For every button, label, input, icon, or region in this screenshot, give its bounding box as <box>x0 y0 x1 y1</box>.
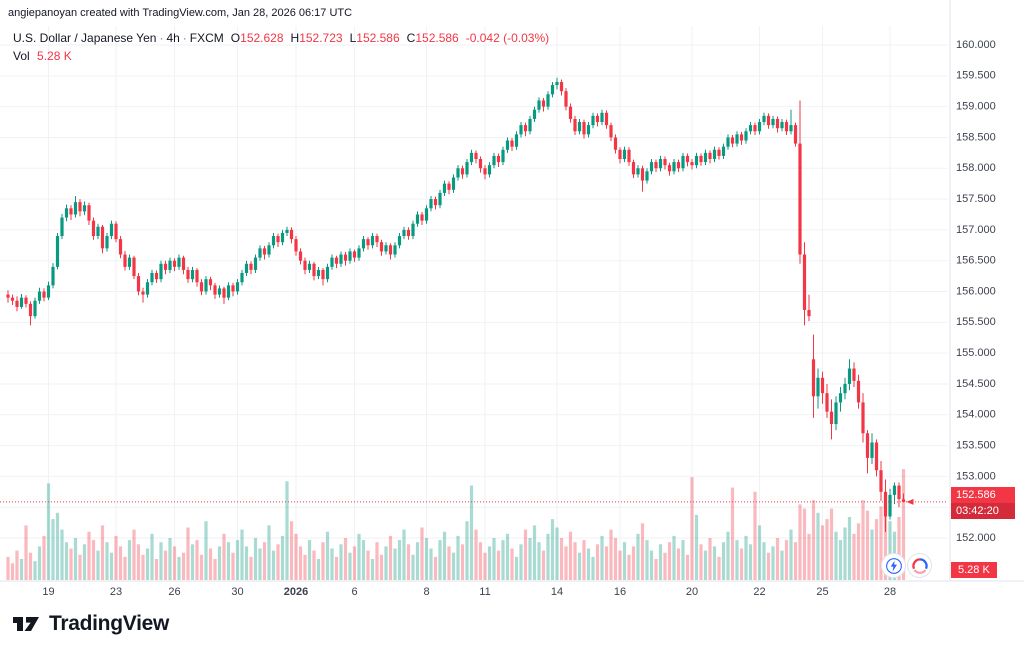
bar-countdown: 03:42:20 <box>951 503 1015 519</box>
current-price-line <box>0 498 948 505</box>
low-value: 152.586 <box>356 31 400 45</box>
svg-text:26: 26 <box>168 586 180 598</box>
exchange-label[interactable]: FXCM <box>189 31 224 45</box>
high-key: H <box>290 31 300 45</box>
tradingview-wordmark: TradingView <box>49 612 170 635</box>
svg-text:155.000: 155.000 <box>956 347 996 359</box>
close-value: 152.586 <box>415 31 459 45</box>
svg-text:157.500: 157.500 <box>956 193 996 205</box>
volume-layer <box>6 469 906 580</box>
svg-text:160.000: 160.000 <box>956 39 996 51</box>
svg-text:153.000: 153.000 <box>956 470 996 482</box>
svg-text:25: 25 <box>816 586 828 598</box>
attribution-text: angiepanoyan created with TradingView.co… <box>8 7 353 19</box>
low-key: L <box>349 31 357 45</box>
svg-text:157.000: 157.000 <box>956 224 996 236</box>
legend-separator: · <box>182 31 187 45</box>
gauge-icon[interactable] <box>907 553 932 578</box>
legend-separator: · <box>159 31 164 45</box>
time-axis-labels: 19 23 26 30 2026 6 8 11 14 16 20 22 25 28 <box>42 586 896 598</box>
svg-text:28: 28 <box>884 586 896 598</box>
tradingview-logo[interactable]: TradingView <box>12 611 169 637</box>
svg-text:158.000: 158.000 <box>956 162 996 174</box>
close-key: C <box>406 31 416 45</box>
volume-legend[interactable]: Vol 5.28 K <box>13 49 72 63</box>
svg-text:22: 22 <box>753 586 765 598</box>
svg-text:23: 23 <box>110 586 122 598</box>
current-price-badge: 152.586 03:42:20 <box>951 487 1015 519</box>
open-value: 152.628 <box>240 31 284 45</box>
svg-text:156.500: 156.500 <box>956 255 996 267</box>
svg-text:20: 20 <box>686 586 698 598</box>
svg-text:14: 14 <box>551 586 563 598</box>
svg-text:30: 30 <box>231 586 243 598</box>
svg-text:19: 19 <box>42 586 54 598</box>
svg-text:154.000: 154.000 <box>956 409 996 421</box>
symbol-legend[interactable]: U.S. Dollar / Japanese Yen · 4h · FXCM O152.6… <box>13 31 549 45</box>
svg-text:11: 11 <box>479 586 490 598</box>
svg-text:2026: 2026 <box>284 586 308 598</box>
interval-label[interactable]: 4h <box>166 31 180 45</box>
svg-text:155.500: 155.500 <box>956 316 996 328</box>
svg-text:159.500: 159.500 <box>956 70 996 82</box>
change-value: -0.042 (-0.03%) <box>465 31 550 45</box>
high-value: 152.723 <box>299 31 343 45</box>
current-price: 152.586 <box>951 487 1015 503</box>
axis-borders <box>0 0 1024 582</box>
volume-value: 5.28 K <box>37 49 72 63</box>
volume-key: Vol <box>13 49 30 63</box>
tradingview-mark-icon <box>13 617 39 631</box>
svg-text:156.000: 156.000 <box>956 285 996 297</box>
symbol-name[interactable]: U.S. Dollar / Japanese Yen <box>13 31 157 45</box>
quick-action-buttons <box>881 553 932 578</box>
svg-text:154.500: 154.500 <box>956 378 996 390</box>
svg-text:159.000: 159.000 <box>956 101 996 113</box>
svg-text:16: 16 <box>614 586 626 598</box>
svg-text:158.500: 158.500 <box>956 131 996 143</box>
lightning-icon[interactable] <box>881 553 906 578</box>
candles-layer <box>6 77 906 532</box>
gauge-glyph <box>911 557 928 574</box>
svg-text:8: 8 <box>423 586 429 598</box>
grid-layer <box>0 26 948 581</box>
svg-text:6: 6 <box>351 586 357 598</box>
open-key: O <box>230 31 241 45</box>
svg-text:153.500: 153.500 <box>956 439 996 451</box>
lightning-glyph <box>885 557 902 574</box>
price-axis-labels: 160.000 159.500 159.000 158.500 158.000 157.5… <box>956 39 996 544</box>
volume-value-badge: 5.28 K <box>951 562 997 578</box>
svg-text:152.000: 152.000 <box>956 532 996 544</box>
